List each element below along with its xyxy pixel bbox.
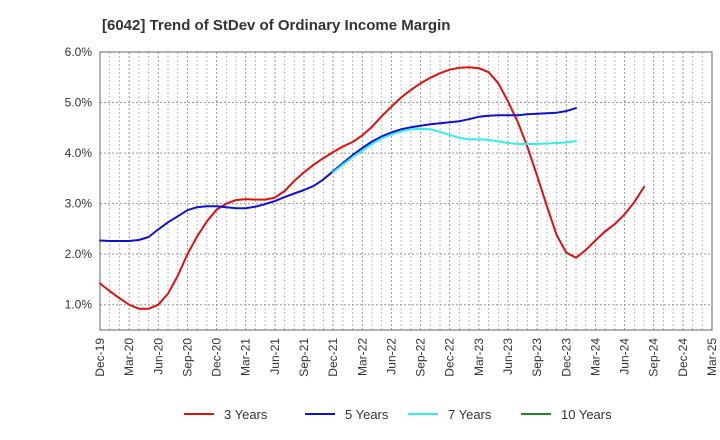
legend-label-5-years: 5 Years bbox=[345, 407, 389, 422]
x-tick-label: Sep-24 bbox=[647, 338, 661, 377]
x-tick-label: Sep-23 bbox=[530, 338, 544, 377]
y-tick-label: 1.0% bbox=[65, 298, 93, 312]
x-tick-label: Sep-22 bbox=[414, 338, 428, 377]
y-tick-label: 4.0% bbox=[65, 146, 93, 160]
y-tick-label: 6.0% bbox=[65, 45, 93, 59]
x-tick-label: Jun-24 bbox=[618, 338, 632, 375]
chart-title: [6042] Trend of StDev of Ordinary Income… bbox=[102, 17, 450, 34]
x-tick-label: Jun-22 bbox=[384, 338, 398, 375]
series-lines bbox=[99, 66, 645, 310]
plot-frame bbox=[99, 51, 713, 331]
y-axis: 1.0% 2.0% 3.0% 4.0% 5.0% 6.0% bbox=[65, 45, 93, 312]
x-tick-label: Dec-21 bbox=[326, 338, 340, 377]
x-tick-label: Sep-21 bbox=[297, 338, 311, 377]
series-line-7-years bbox=[332, 127, 577, 174]
x-tick-label: Dec-20 bbox=[210, 338, 224, 377]
x-tick-label: Jun-20 bbox=[151, 338, 165, 375]
legend-label-7-years: 7 Years bbox=[448, 407, 492, 422]
x-tick-label: Mar-25 bbox=[705, 338, 719, 376]
x-tick-label: Mar-21 bbox=[239, 338, 253, 376]
x-tick-label: Jun-23 bbox=[501, 338, 515, 375]
x-tick-label: Dec-24 bbox=[676, 338, 690, 377]
legend-label-3-years: 3 Years bbox=[224, 407, 268, 422]
y-tick-label: 5.0% bbox=[65, 96, 93, 110]
x-tick-label: Dec-23 bbox=[559, 338, 573, 377]
x-tick-label: Mar-24 bbox=[588, 338, 602, 376]
legend-label-10-years: 10 Years bbox=[561, 407, 612, 422]
x-tick-label: Mar-22 bbox=[355, 338, 369, 376]
series-line-3-years bbox=[99, 66, 645, 310]
x-tick-label: Sep-20 bbox=[180, 338, 194, 377]
x-tick-label: Mar-23 bbox=[472, 338, 486, 376]
x-tick-label: Mar-20 bbox=[122, 338, 136, 376]
x-tick-label: Dec-22 bbox=[443, 338, 457, 377]
x-tick-label: Dec-19 bbox=[93, 338, 107, 377]
x-tick-label: Jun-21 bbox=[268, 338, 282, 375]
y-tick-label: 2.0% bbox=[65, 247, 93, 261]
x-axis: Dec-19 Mar-20 Jun-20 Sep-20 Dec-20 Mar-21 Jun-… bbox=[93, 338, 719, 377]
y-tick-label: 3.0% bbox=[65, 197, 93, 211]
legend: 3 Years 5 Years 7 Years 10 Years bbox=[184, 407, 612, 422]
series-line-5-years bbox=[99, 107, 577, 242]
